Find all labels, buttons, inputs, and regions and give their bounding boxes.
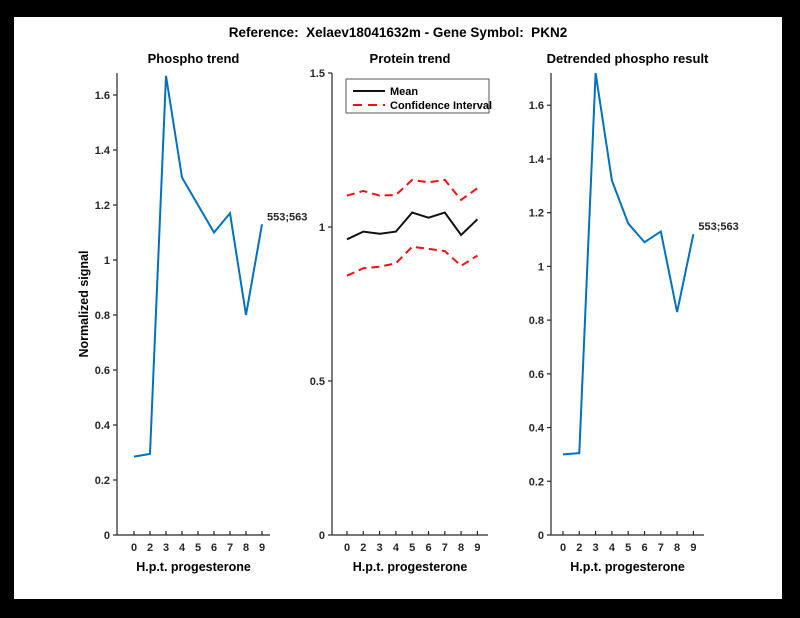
x-tick-label: 0 bbox=[344, 542, 350, 554]
figure-canvas: Reference: Xelaev18041632m - Gene Symbol… bbox=[14, 17, 782, 599]
x-tick-label: 6 bbox=[425, 542, 431, 554]
subplot-title: Protein trend bbox=[370, 51, 451, 66]
x-tick-label: 9 bbox=[690, 542, 696, 554]
legend: Mean Confidence Interval bbox=[345, 78, 492, 114]
x-tick-label: 5 bbox=[625, 542, 631, 554]
x-tick-label: 0 bbox=[560, 542, 566, 554]
subplot-3: 00.20.40.60.811.21.41.60 2 3 4 5 6 7 8 9553;563D… bbox=[529, 51, 739, 574]
y-tick-label: 1 bbox=[319, 222, 325, 234]
y-tick-label: 1 bbox=[104, 255, 110, 267]
y-tick-label: 1.6 bbox=[529, 100, 544, 112]
subplot-title: Phospho trend bbox=[148, 51, 240, 66]
x-axis-label: H.p.t. progesterone bbox=[136, 560, 251, 574]
y-tick-label: 1.6 bbox=[95, 90, 110, 102]
x-tick-label: 2 bbox=[576, 542, 582, 554]
x-tick-label: 7 bbox=[658, 542, 664, 554]
x-tick-label: 2 bbox=[147, 542, 153, 554]
y-tick-label: 1.4 bbox=[529, 154, 545, 166]
y-tick-label: 0.4 bbox=[95, 420, 111, 432]
x-tick-label: 9 bbox=[474, 542, 480, 554]
x-tick-label: 4 bbox=[393, 542, 400, 554]
x-tick-label: 6 bbox=[211, 542, 217, 554]
x-tick-label: 7 bbox=[227, 542, 233, 554]
y-tick-label: 0.8 bbox=[529, 315, 544, 327]
y-tick-label: 1.5 bbox=[310, 68, 325, 80]
x-tick-label: 5 bbox=[409, 542, 415, 554]
x-tick-label: 4 bbox=[609, 542, 616, 554]
y-tick-label: 0.2 bbox=[529, 476, 544, 488]
series-confidence-upper bbox=[346, 178, 478, 202]
x-tick-label: 9 bbox=[259, 542, 265, 554]
point-annotation: 553;563 bbox=[698, 221, 738, 233]
y-tick-label: 1.4 bbox=[95, 145, 111, 157]
y-tick-label: 0.4 bbox=[529, 423, 545, 435]
y-tick-label: 0.5 bbox=[310, 376, 325, 388]
y-tick-label: 0.2 bbox=[95, 475, 110, 487]
x-tick-label: 3 bbox=[593, 542, 599, 554]
y-tick-label: 1 bbox=[538, 261, 544, 273]
x-axis-label: H.p.t. progesterone bbox=[570, 560, 685, 574]
x-tick-label: 6 bbox=[641, 542, 647, 554]
x-tick-label: 3 bbox=[163, 542, 169, 554]
y-tick-label: 0.6 bbox=[95, 365, 110, 377]
y-tick-label: 0 bbox=[319, 530, 325, 542]
legend-box bbox=[345, 78, 490, 114]
series-detrended-phospho bbox=[562, 72, 695, 456]
y-tick-label: 1.2 bbox=[95, 200, 110, 212]
y-axis-label: Normalized signal bbox=[77, 251, 91, 358]
x-tick-label: 5 bbox=[195, 542, 201, 554]
x-tick-label: 4 bbox=[179, 542, 186, 554]
y-tick-label: 0.6 bbox=[529, 369, 544, 381]
x-tick-label: 7 bbox=[442, 542, 448, 554]
figure-title: Reference: Xelaev18041632m - Gene Symbol… bbox=[228, 25, 568, 40]
y-tick-label: 0.8 bbox=[95, 310, 110, 322]
series-phospho-signal bbox=[133, 75, 263, 458]
series-confidence-lower bbox=[346, 245, 478, 277]
subplot-1: 00.20.40.60.811.21.41.60 2 3 4 5 6 7 8 9553;563P… bbox=[77, 51, 307, 574]
y-tick-label: 0 bbox=[104, 530, 110, 542]
y-tick-label: 0 bbox=[538, 530, 544, 542]
x-tick-label: 8 bbox=[458, 542, 464, 554]
legend-label: Mean bbox=[390, 86, 418, 98]
x-tick-label: 0 bbox=[131, 542, 137, 554]
x-tick-label: 2 bbox=[360, 542, 366, 554]
x-tick-label: 3 bbox=[377, 542, 383, 554]
subplot-title: Detrended phospho result bbox=[547, 51, 709, 66]
point-annotation: 553;563 bbox=[267, 211, 307, 223]
y-tick-label: 1.2 bbox=[529, 208, 544, 220]
x-tick-label: 8 bbox=[674, 542, 680, 554]
subplots-svg: 00.20.40.60.811.21.41.60 2 3 4 5 6 7 8 9553;563P… bbox=[77, 51, 739, 574]
x-axis-label: H.p.t. progesterone bbox=[353, 560, 468, 574]
series-mean bbox=[346, 211, 479, 241]
legend-label: Confidence Interval bbox=[390, 100, 492, 112]
x-tick-label: 8 bbox=[243, 542, 249, 554]
